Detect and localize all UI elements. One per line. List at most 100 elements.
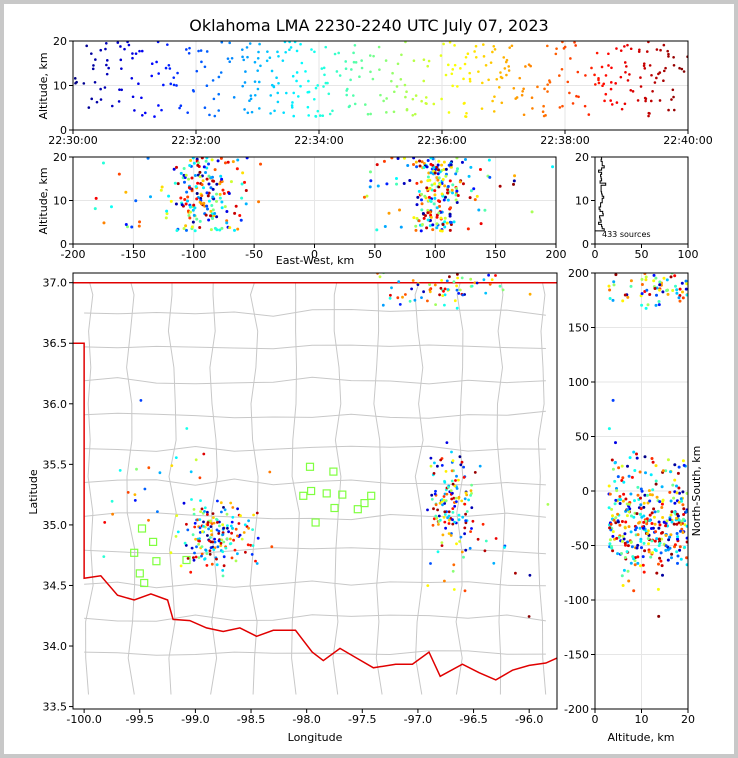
source-point <box>203 65 207 69</box>
source-point <box>623 541 627 545</box>
ns-ytick-label: 0 <box>582 485 589 498</box>
source-point <box>683 545 687 549</box>
source-point <box>321 114 325 117</box>
source-point <box>211 216 215 220</box>
source-point <box>204 548 208 552</box>
source-point <box>222 555 226 559</box>
source-point <box>454 479 457 482</box>
source-point <box>426 218 430 222</box>
source-point <box>233 228 237 232</box>
source-point <box>470 506 474 510</box>
source-point <box>192 556 195 559</box>
source-point <box>636 485 640 489</box>
source-point <box>245 46 249 49</box>
source-point <box>464 115 468 118</box>
county-line <box>84 580 546 589</box>
source-point <box>657 614 661 618</box>
source-point <box>604 92 608 96</box>
source-point <box>200 554 203 558</box>
source-point <box>390 286 393 290</box>
source-point <box>295 79 298 83</box>
source-point <box>252 513 256 517</box>
source-point <box>527 615 531 618</box>
source-point <box>189 570 193 574</box>
source-point <box>392 110 396 114</box>
source-point <box>543 87 546 91</box>
source-point <box>169 82 173 86</box>
source-point <box>433 193 437 197</box>
ta-ytick-label: 20 <box>53 35 67 48</box>
source-point <box>633 469 637 472</box>
source-point <box>662 79 665 83</box>
source-point <box>295 49 299 53</box>
county-line <box>332 282 342 695</box>
source-point <box>190 498 193 501</box>
source-point <box>447 111 451 114</box>
county-line <box>537 282 547 695</box>
county-line <box>496 282 506 695</box>
source-point <box>196 161 200 165</box>
source-point <box>643 455 647 459</box>
source-point <box>522 113 526 117</box>
source-point <box>452 563 456 567</box>
source-point <box>219 157 223 160</box>
source-point <box>131 52 134 55</box>
source-point <box>673 543 677 547</box>
source-point <box>198 539 201 543</box>
source-point <box>259 64 262 68</box>
county-line <box>84 547 546 555</box>
source-point <box>220 206 224 210</box>
source-point <box>276 100 280 104</box>
source-point <box>657 303 661 307</box>
source-point <box>469 530 472 533</box>
source-point <box>443 520 447 524</box>
source-point <box>648 112 651 115</box>
source-point <box>463 532 466 536</box>
source-point <box>364 103 367 106</box>
source-point <box>259 162 263 166</box>
source-point <box>502 56 506 59</box>
source-point <box>469 489 473 492</box>
source-point <box>434 303 437 306</box>
ew-xtick-label: 50 <box>368 248 382 261</box>
source-point <box>522 87 525 91</box>
source-point <box>654 530 658 534</box>
source-point <box>662 43 666 47</box>
source-point <box>638 526 642 530</box>
source-point <box>441 294 445 297</box>
source-point <box>190 176 194 180</box>
source-point <box>207 218 211 222</box>
source-point <box>382 99 385 103</box>
source-point <box>442 160 446 164</box>
source-point <box>452 280 456 284</box>
source-point <box>449 534 453 537</box>
source-point <box>468 79 472 83</box>
source-point <box>200 194 204 198</box>
source-point <box>211 79 215 82</box>
source-point <box>420 202 424 206</box>
source-point <box>93 207 97 211</box>
hist-xtick-label: 50 <box>635 248 649 261</box>
source-point <box>619 498 623 502</box>
source-point <box>650 457 654 460</box>
map-xtick-label: -97.5 <box>348 713 376 726</box>
source-point <box>460 276 464 280</box>
source-point <box>648 513 652 517</box>
source-point <box>436 464 439 468</box>
source-point <box>468 77 472 81</box>
source-point <box>433 171 437 175</box>
source-point <box>636 543 640 547</box>
source-point <box>212 548 216 552</box>
source-point <box>372 54 375 58</box>
county-line <box>291 282 300 695</box>
source-point <box>672 108 676 112</box>
source-point <box>190 225 194 229</box>
source-point <box>657 520 661 524</box>
source-point <box>179 196 183 200</box>
source-point <box>184 173 188 177</box>
source-point <box>679 522 683 526</box>
source-point <box>629 47 633 51</box>
source-point <box>313 50 316 54</box>
source-point <box>182 167 186 171</box>
source-point <box>185 190 189 194</box>
